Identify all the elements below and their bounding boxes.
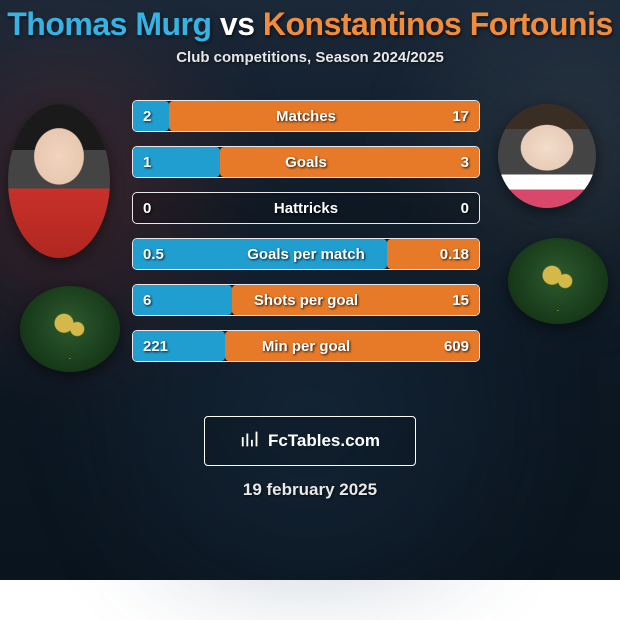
stat-value-left: 0.5 [143,246,164,263]
stat-value-right: 17 [452,108,469,125]
stat-bar: 221 Min per goal 609 [132,330,480,362]
stat-bar: 6 Shots per goal 15 [132,284,480,316]
stat-label: Shots per goal [254,292,358,309]
stat-bar: 2 Matches 17 [132,100,480,132]
stat-bar: 0.5 Goals per match 0.18 [132,238,480,270]
player1-avatar [8,104,110,258]
comparison-title: Thomas Murg vs Konstantinos Fortounis [0,0,620,43]
stat-label: Goals [285,154,327,171]
stat-value-right: 15 [452,292,469,309]
stat-label: Matches [276,108,336,125]
stat-value-right: 609 [444,338,469,355]
stat-bar: 0 Hattricks 0 [132,192,480,224]
brand-badge: FcTables.com [204,416,416,466]
player1-name: Thomas Murg [7,6,211,42]
player2-name: Konstantinos Fortounis [263,6,613,42]
player1-club-crest [20,286,120,372]
stat-value-left: 0 [143,200,151,217]
player2-avatar [498,104,596,208]
brand-logo-icon [240,428,262,455]
stat-bars: 2 Matches 17 1 Goals 3 0 Hattricks 0 0.5 Goals per… [132,100,480,362]
stat-label: Min per goal [262,338,350,355]
stat-value-right: 0.18 [440,246,469,263]
stat-fill-right [220,147,480,177]
stat-value-right: 0 [461,200,469,217]
stat-label: Goals per match [247,246,365,263]
stat-value-right: 3 [461,154,469,171]
brand-text: FcTables.com [268,431,380,451]
stat-bar: 1 Goals 3 [132,146,480,178]
comparison-panel: 2 Matches 17 1 Goals 3 0 Hattricks 0 0.5 Goals per… [0,100,620,400]
date-text: 19 february 2025 [0,480,620,500]
stat-value-left: 1 [143,154,151,171]
stat-label: Hattricks [274,200,338,217]
stat-value-left: 2 [143,108,151,125]
player2-club-crest [508,238,608,324]
subtitle: Club competitions, Season 2024/2025 [0,49,620,66]
stat-value-left: 221 [143,338,168,355]
stat-value-left: 6 [143,292,151,309]
